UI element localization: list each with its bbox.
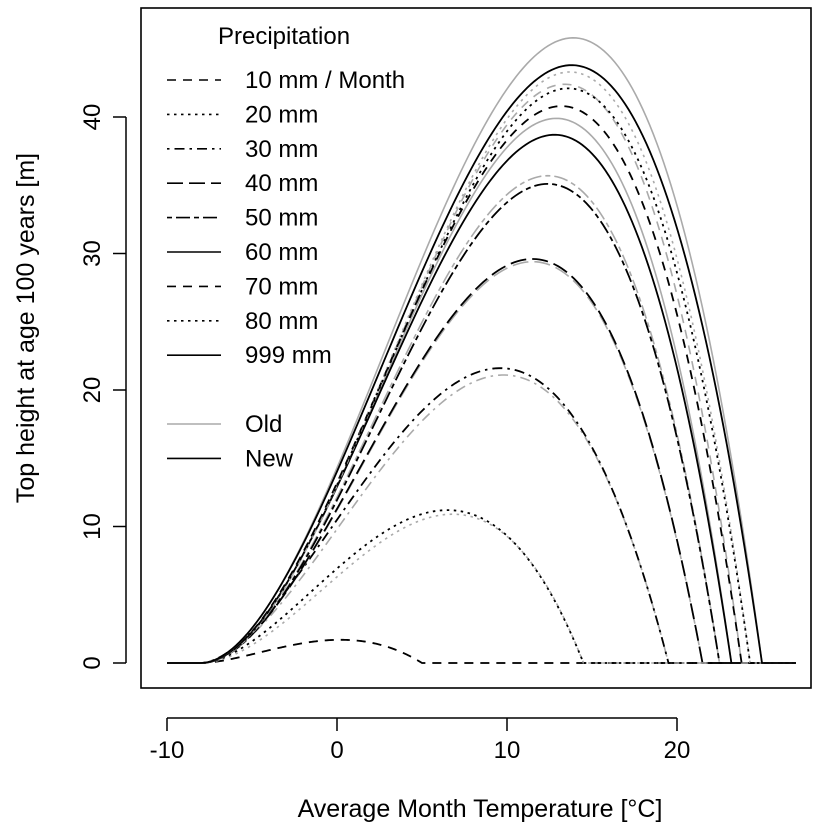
curve-new-10-mm-month [167,638,796,664]
legend-label-80mm: 80 mm [245,308,318,335]
curve-new-80-mm [167,87,796,664]
curve-new-30-mm [167,367,796,664]
legend-title: Precipitation [218,23,350,50]
curve-new-40-mm [167,258,796,664]
x-axis: -10 0 10 20 [150,717,691,764]
legend-label-10mm: 10 mm / Month [245,67,405,94]
legend-label-60mm: 60 mm [245,239,318,266]
legend-label-50mm: 50 mm [245,205,318,232]
x-axis-title: Average Month Temperature [°C] [298,795,663,823]
curve-old-60-mm [167,117,796,664]
legend-label-70mm: 70 mm [245,273,318,300]
y-tick-label: 20 [79,377,106,404]
x-tick-label: 0 [330,737,343,764]
x-tick-label: 20 [664,737,691,764]
y-tick-label: 40 [79,104,106,131]
legend-label-20mm: 20 mm [245,101,318,128]
plot-frame [140,7,812,689]
curve-old-20-mm [167,513,796,664]
legend-label-old: Old [245,411,282,438]
curve-old-70-mm [167,83,796,664]
x-tick-label: -10 [150,737,185,764]
curves [167,37,796,664]
legend-label-40mm: 40 mm [245,170,318,197]
legend-label-999mm: 999 mm [245,342,332,369]
x-tick-label: 10 [494,737,521,764]
y-tick-label: 10 [79,513,106,540]
y-axis-title: Top height at age 100 years [m] [12,153,40,503]
legend-keys [167,79,221,460]
y-tick-label: 0 [79,656,106,669]
legend-label-30mm: 30 mm [245,136,318,163]
curve-new-50-mm [167,182,796,664]
legend: Precipitation 10 mm / Month 20 mm 30 mm … [167,23,405,472]
y-tick-label: 30 [79,240,106,267]
legend-label-new: New [245,445,294,472]
curve-new-20-mm [167,509,796,664]
curve-new-999-mm [167,64,796,664]
curve-new-70-mm [167,105,796,664]
y-axis: 0 10 20 30 40 [79,104,127,670]
curve-old-30-mm [167,374,796,664]
